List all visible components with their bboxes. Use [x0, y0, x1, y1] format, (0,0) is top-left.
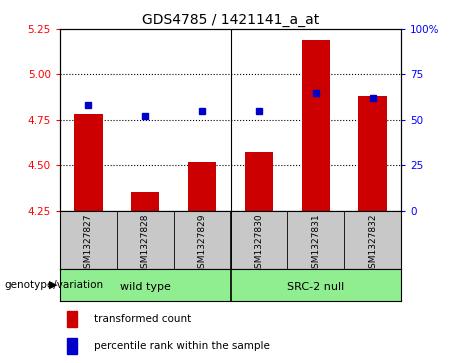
Bar	[245, 152, 273, 211]
Text: GSM1327828: GSM1327828	[141, 213, 150, 274]
Bar	[131, 192, 160, 211]
Text: genotype/variation: genotype/variation	[5, 280, 104, 290]
Text: ▶: ▶	[49, 280, 57, 290]
Text: transformed count: transformed count	[94, 314, 191, 324]
Text: GSM1327832: GSM1327832	[368, 213, 377, 274]
Bar	[74, 114, 102, 211]
Bar	[358, 96, 387, 211]
Text: wild type: wild type	[120, 282, 171, 291]
Bar	[301, 40, 330, 211]
Text: SRC-2 null: SRC-2 null	[287, 282, 344, 291]
Text: percentile rank within the sample: percentile rank within the sample	[94, 341, 270, 351]
Text: GSM1327831: GSM1327831	[311, 213, 320, 274]
Bar	[188, 162, 216, 211]
Bar	[67, 338, 77, 354]
Text: GSM1327829: GSM1327829	[198, 213, 207, 274]
Bar	[67, 311, 77, 327]
Title: GDS4785 / 1421141_a_at: GDS4785 / 1421141_a_at	[142, 13, 319, 26]
Text: GSM1327830: GSM1327830	[254, 213, 263, 274]
Text: GSM1327827: GSM1327827	[84, 213, 93, 274]
